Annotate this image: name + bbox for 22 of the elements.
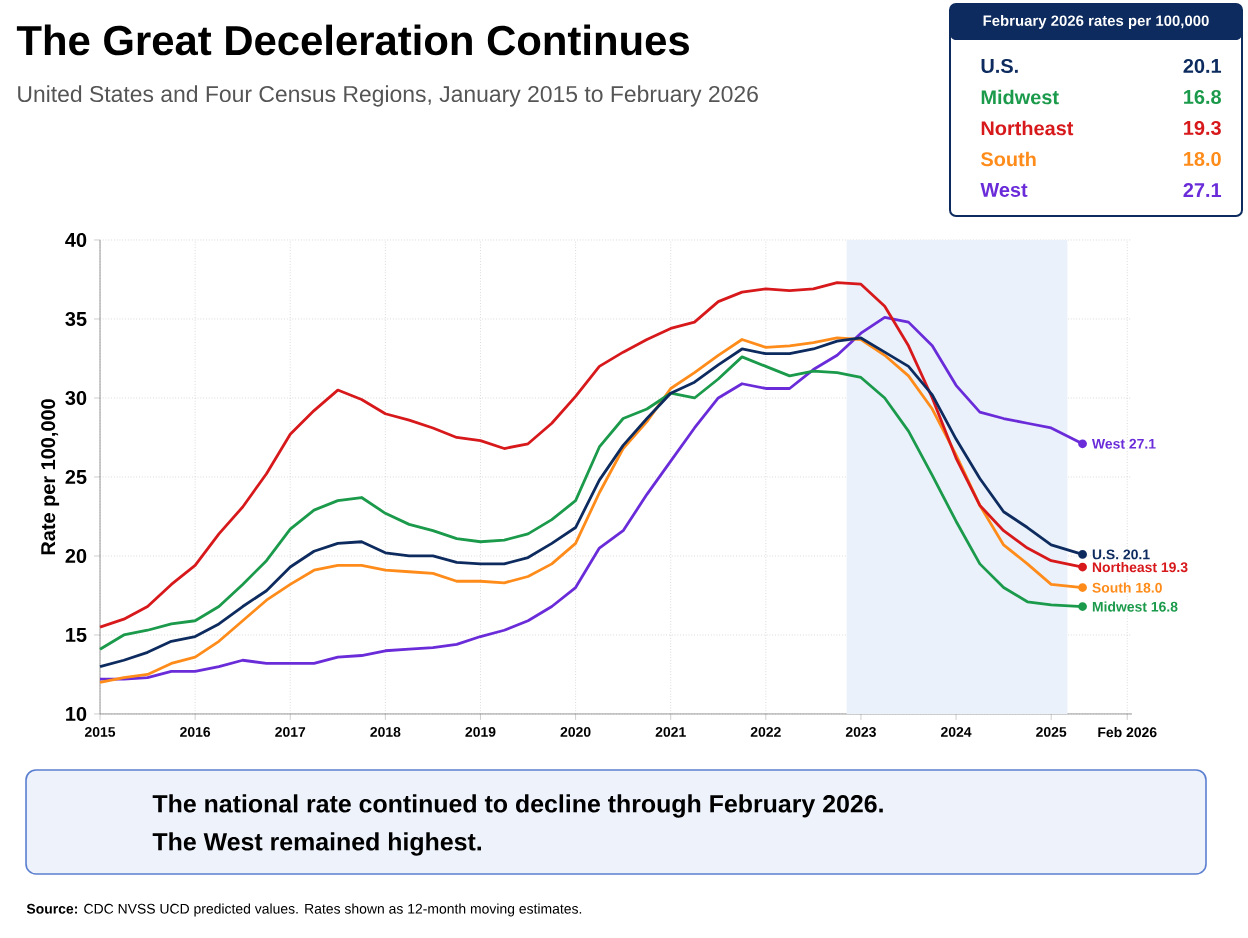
y-axis-title: Rate per 100,000: [41, 399, 60, 555]
text: U.S.: [981, 58, 1018, 74]
text: South: [980, 151, 1036, 167]
y-tick-label: 30: [65, 390, 87, 406]
y-tick-label: 10: [66, 706, 87, 722]
text: Northeast: [981, 120, 1074, 136]
text: 16.8: [1184, 89, 1221, 105]
chart-subtitle: United States and Four Census Regions, January 2015 to February 2026: [18, 85, 758, 107]
text: Midwest: [981, 89, 1059, 105]
text: West: [980, 183, 1028, 197]
text: 18.0: [1184, 151, 1221, 167]
text: 20.1: [1183, 58, 1222, 74]
text: 27.1: [1183, 183, 1222, 197]
chart-title: The Great Deceleration Continues: [16, 24, 689, 56]
y-tick-label: 15: [66, 628, 87, 642]
y-tick-label: 35: [65, 311, 87, 327]
y-tick-label: 25: [65, 469, 87, 485]
y-tick-label: 20: [65, 548, 87, 564]
text: The West remained highest.: [152, 832, 482, 856]
y-tick-label: 40: [65, 232, 87, 248]
text: 19.3: [1184, 120, 1221, 136]
text: The national rate continued to decline through February 2026.: [152, 794, 883, 818]
